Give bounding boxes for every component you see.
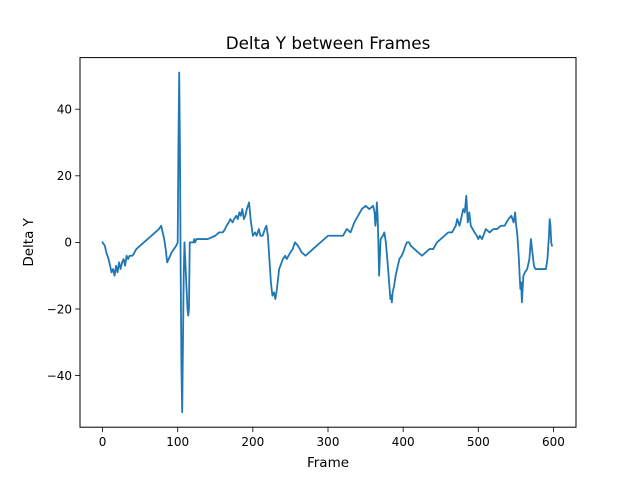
- x-tick-label: 300: [317, 435, 340, 449]
- y-tick-label: 20: [57, 169, 72, 183]
- y-tick-label: 40: [57, 103, 72, 117]
- y-tick-label: −20: [47, 302, 72, 316]
- x-axis-ticks: 0 100 200 300 400 500 600: [99, 427, 565, 449]
- series-line: [101, 71, 554, 414]
- y-tick-label: −40: [47, 369, 72, 383]
- x-tick-label: 600: [542, 435, 565, 449]
- y-tick-label: 0: [64, 236, 72, 250]
- x-tick-label: 0: [99, 435, 107, 449]
- y-axis-label: Delta Y: [21, 217, 37, 266]
- x-tick-label: 100: [166, 435, 189, 449]
- x-tick-label: 400: [392, 435, 415, 449]
- x-tick-label: 500: [467, 435, 490, 449]
- x-axis-label: Frame: [307, 455, 349, 471]
- x-tick-label: 200: [241, 435, 264, 449]
- chart-title: Delta Y between Frames: [226, 33, 431, 53]
- y-axis-ticks: −40 −20 0 20 40: [47, 103, 80, 383]
